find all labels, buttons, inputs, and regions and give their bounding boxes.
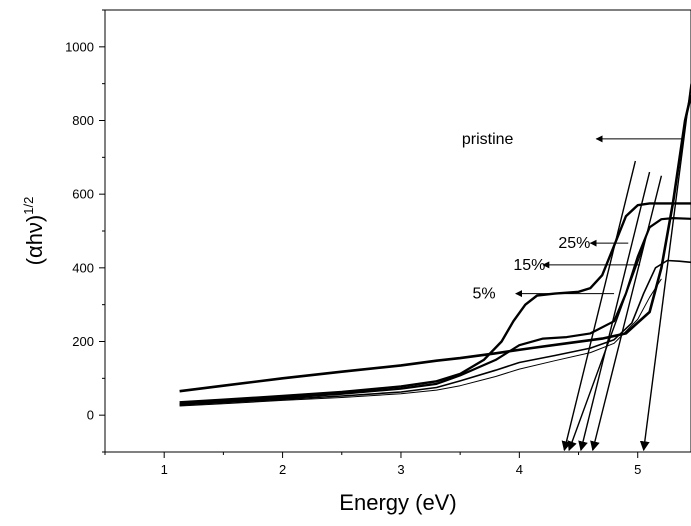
tangent-line — [561, 160, 637, 452]
x-axis-ticks: 1 2 3 4 5 — [104, 452, 641, 477]
x-tick-label: 4 — [516, 462, 523, 477]
y-tick-label: 800 — [72, 113, 94, 128]
annotation-layer: pristine 25% 15% 5% — [462, 131, 683, 303]
series-line — [179, 94, 691, 393]
x-tick-label: 3 — [397, 462, 404, 477]
annotation-label: 15% — [513, 257, 545, 274]
annotation-label: 5% — [473, 286, 496, 303]
y-axis-title-sup: 1/2 — [21, 197, 36, 215]
x-axis-title: Energy (eV) — [339, 490, 456, 515]
y-axis-title: (αhν)1/2 — [21, 197, 47, 266]
tangent-line — [567, 245, 645, 452]
annotation-label: pristine — [462, 131, 514, 148]
y-tick-label: 600 — [72, 187, 94, 202]
x-tick-label: 5 — [634, 462, 641, 477]
x-tick-label: 2 — [279, 462, 286, 477]
x-tick-label: 1 — [161, 462, 168, 477]
tangent-line — [578, 171, 651, 452]
series-line — [179, 217, 691, 406]
tangent-line — [590, 175, 663, 452]
series-line — [179, 259, 691, 406]
y-tick-label: 400 — [72, 260, 94, 275]
series-line — [179, 202, 691, 404]
annotation-label: 25% — [558, 235, 590, 252]
y-axis-ticks: 0 200 400 600 800 1000 — [65, 9, 105, 453]
series-layer — [179, 94, 691, 407]
y-axis-title-main: (αhν) — [22, 215, 47, 266]
y-tick-label: 0 — [87, 408, 94, 423]
series-line — [179, 278, 662, 407]
y-tick-label: 1000 — [65, 39, 94, 54]
tangent-line — [639, 83, 691, 452]
y-tick-label: 200 — [72, 334, 94, 349]
tangent-layer — [561, 83, 691, 452]
